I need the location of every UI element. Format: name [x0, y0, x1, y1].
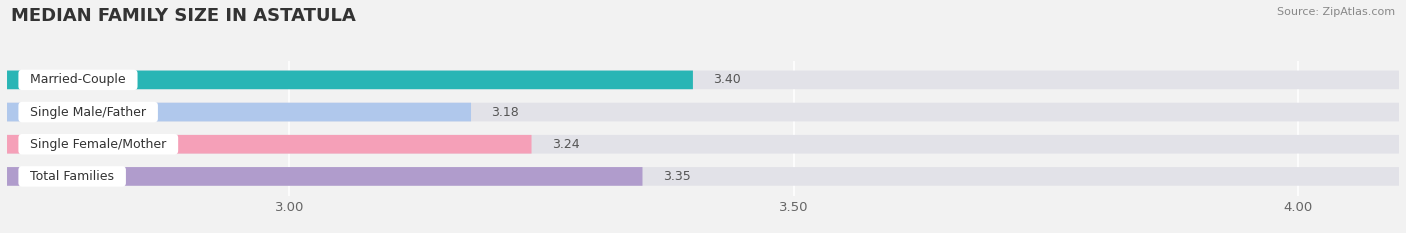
Text: 3.24: 3.24	[551, 138, 579, 151]
Text: MEDIAN FAMILY SIZE IN ASTATULA: MEDIAN FAMILY SIZE IN ASTATULA	[11, 7, 356, 25]
FancyBboxPatch shape	[7, 135, 1399, 154]
FancyBboxPatch shape	[7, 135, 531, 154]
Text: 3.40: 3.40	[713, 73, 741, 86]
FancyBboxPatch shape	[7, 71, 693, 89]
FancyBboxPatch shape	[7, 103, 471, 121]
FancyBboxPatch shape	[7, 71, 1399, 89]
Text: 3.35: 3.35	[662, 170, 690, 183]
FancyBboxPatch shape	[7, 103, 1399, 121]
Text: 3.18: 3.18	[491, 106, 519, 119]
Text: Source: ZipAtlas.com: Source: ZipAtlas.com	[1277, 7, 1395, 17]
Text: Single Male/Father: Single Male/Father	[22, 106, 155, 119]
Text: Single Female/Mother: Single Female/Mother	[22, 138, 174, 151]
Text: Married-Couple: Married-Couple	[22, 73, 134, 86]
FancyBboxPatch shape	[7, 167, 1399, 186]
FancyBboxPatch shape	[7, 167, 643, 186]
Text: Total Families: Total Families	[22, 170, 122, 183]
